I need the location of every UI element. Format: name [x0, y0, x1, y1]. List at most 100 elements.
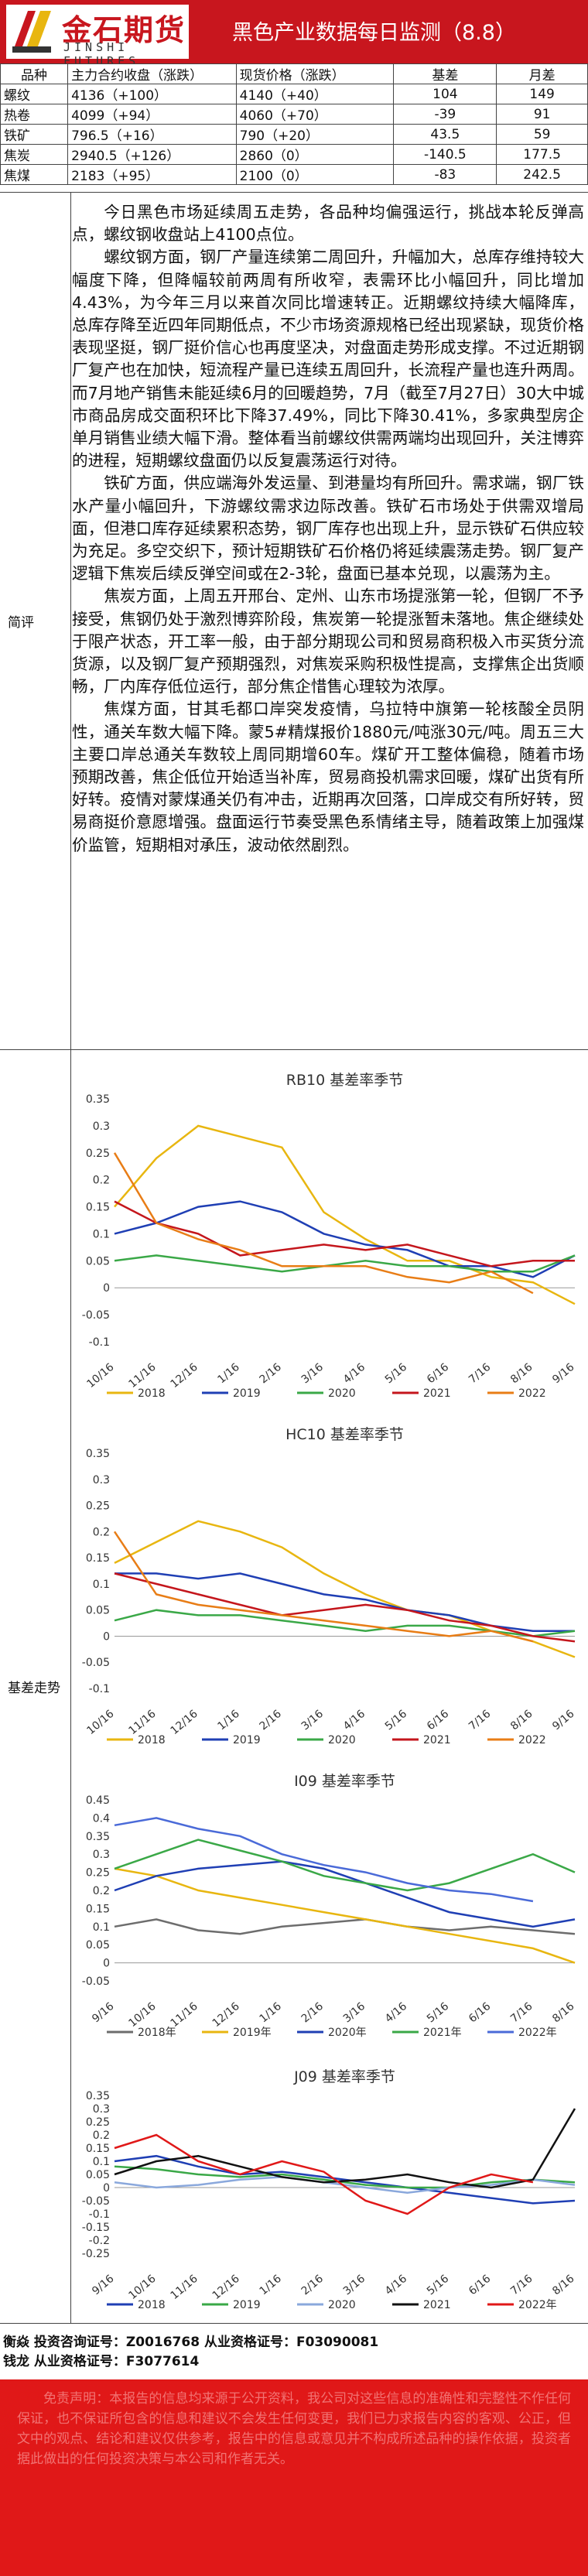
x-tick-label: 12/16: [210, 2273, 242, 2302]
table-row: 热卷 4099（+94） 4060（+70） -39 91: [0, 104, 588, 125]
table-row: 螺纹 4136（+100） 4140（+40） 104 149: [0, 84, 588, 104]
y-tick-label: 0.15: [86, 1552, 110, 1565]
table-header-cell: 品种: [0, 63, 69, 84]
x-tick-label: 5/16: [383, 1361, 409, 1387]
table-cell: 149: [496, 84, 588, 104]
table-cell: 2183（+95）: [67, 164, 237, 185]
table-cell: 104: [393, 84, 497, 104]
y-tick-label: 0.15: [86, 1202, 110, 1214]
x-tick-label: 4/16: [383, 2000, 409, 2026]
table-header-cell: 月差: [496, 63, 588, 84]
y-tick-label: 0.3: [93, 1474, 110, 1486]
x-tick-label: 9/16: [550, 1361, 576, 1387]
series-line: [114, 2154, 576, 2205]
series-line: [114, 1918, 576, 1935]
x-tick-label: 9/16: [90, 2273, 116, 2298]
series-line: [114, 1254, 576, 1273]
legend-label: 2019: [233, 1734, 261, 1746]
rb10-basis-chart: RB10 基差率季节 -0.1 -0.05 0 0.05 0.1 0.15 0.2 0.25 0.…: [82, 1072, 577, 1400]
y-tick-label: -0.05: [82, 1309, 110, 1322]
logo-text-cn: 金石期货: [62, 13, 186, 47]
x-tick-label: 8/16: [508, 1361, 535, 1387]
y-tick-label: 0.25: [86, 1500, 110, 1513]
basis-label: 基差走势: [0, 1050, 71, 2323]
table-cell: 2860（0）: [235, 144, 395, 165]
x-tick-label: 10/16: [126, 2273, 158, 2302]
x-tick-label: 2/16: [258, 1361, 284, 1387]
table-cell: 4099（+94）: [67, 104, 237, 125]
x-tick-label: 4/16: [341, 1361, 368, 1387]
series-line: [114, 1817, 534, 1903]
logo-mark-icon: [12, 11, 51, 53]
series-line: [114, 2108, 576, 2189]
series-line: [114, 1860, 576, 1928]
y-tick-label: -0.05: [82, 2195, 110, 2208]
series-line: [114, 1572, 576, 1643]
analyst-line: 钱龙 从业资格证号：F3077614: [3, 2354, 200, 2369]
y-tick-label: -0.1: [89, 1683, 110, 1695]
legend-label: 2020: [328, 1387, 356, 1400]
x-tick-label: 10/16: [84, 1361, 116, 1391]
y-tick-label: 0: [103, 1630, 110, 1643]
y-tick-label: 0: [103, 1958, 110, 1970]
commentary-paragraph: 焦炭方面，上周五开邢台、定州、山东市场提涨第一轮，但钢厂不予接受，焦钢仍处于激烈…: [72, 587, 584, 696]
y-tick-label: 0.2: [93, 2130, 110, 2142]
x-tick-label: 3/16: [299, 1708, 326, 1733]
y-tick-label: 0.2: [93, 1885, 110, 1897]
y-tick-label: 0.35: [86, 1831, 110, 1843]
x-tick-label: 10/16: [84, 1708, 116, 1737]
x-tick-label: 11/16: [126, 1361, 158, 1391]
y-tick-label: 0.25: [86, 1867, 110, 1880]
series-line: [114, 2176, 576, 2195]
series-line: [113, 1531, 534, 1643]
table-cell: 焦煤: [0, 164, 69, 185]
table-header-cell: 现货价格（涨跌）: [235, 63, 395, 84]
x-tick-label: 6/16: [467, 2273, 493, 2298]
table-cell: 2940.5（+126）: [67, 144, 237, 165]
commentary-paragraph: 今日黑色市场延续周五走势，各品种均偏强运行，挑战本轮反弹高点，螺纹钢收盘站上41…: [72, 203, 584, 245]
chart-title: HC10 基差率季节: [285, 1426, 404, 1443]
x-tick-label: 9/16: [90, 2000, 116, 2026]
y-tick-label: 0: [103, 1282, 110, 1295]
series-line: [114, 1124, 576, 1305]
x-tick-label: 11/16: [169, 2000, 200, 2030]
x-tick-label: 7/16: [508, 2000, 535, 2026]
x-tick-label: 11/16: [169, 2273, 200, 2302]
x-tick-label: 5/16: [425, 2273, 451, 2298]
report-header: 金石期货 JINSHI FUTURES 黑色产业数据每日监测（8.8）: [0, 0, 588, 68]
x-tick-label: 12/16: [169, 1708, 200, 1737]
y-tick-label: 0.4: [93, 1812, 110, 1825]
y-tick-label: -0.05: [82, 1976, 110, 1988]
y-tick-label: -0.2: [89, 2235, 110, 2247]
x-tick-label: 7/16: [467, 1708, 493, 1733]
table-cell: 4140（+40）: [235, 84, 395, 104]
x-tick-label: 12/16: [169, 1361, 200, 1391]
y-tick-label: 0.3: [93, 1120, 110, 1133]
x-tick-label: 8/16: [550, 2273, 576, 2298]
table-cell: 4060（+70）: [235, 104, 395, 125]
y-tick-label: -0.25: [82, 2248, 110, 2260]
chart-title: I09 基差率季节: [294, 1773, 395, 1790]
table-cell: 91: [496, 104, 588, 125]
x-tick-label: 5/16: [425, 2000, 451, 2026]
commentary-paragraph: 焦煤方面，甘其毛都口岸突发疫情，乌拉特中旗第一轮核酸全员阴性，通关车数大幅下降。…: [72, 700, 584, 854]
legend-label: 2021: [423, 1734, 451, 1746]
legend-label: 2019: [233, 1387, 261, 1400]
y-tick-label: 0.15: [86, 1903, 110, 1915]
x-tick-label: 7/16: [508, 2273, 535, 2298]
series-line: [114, 1867, 576, 1964]
legend-label: 2018年: [138, 2027, 176, 2039]
x-tick-label: 11/16: [126, 1708, 158, 1737]
table-header-cell: 主力合约收盘（涨跌）: [67, 63, 237, 84]
series-line: [114, 1839, 576, 1892]
y-tick-label: 0.35: [86, 2090, 110, 2102]
series-line: [114, 1200, 575, 1267]
x-tick-label: 7/16: [467, 1361, 493, 1387]
series-line: [114, 1200, 576, 1278]
comment-label: 简评: [0, 193, 71, 1049]
legend-label: 2021: [423, 1387, 451, 1400]
y-tick-label: 0.05: [86, 1605, 110, 1617]
x-tick-label: 2/16: [258, 1708, 284, 1733]
legend-label: 2019年: [233, 2027, 272, 2039]
x-tick-label: 6/16: [425, 1361, 451, 1387]
